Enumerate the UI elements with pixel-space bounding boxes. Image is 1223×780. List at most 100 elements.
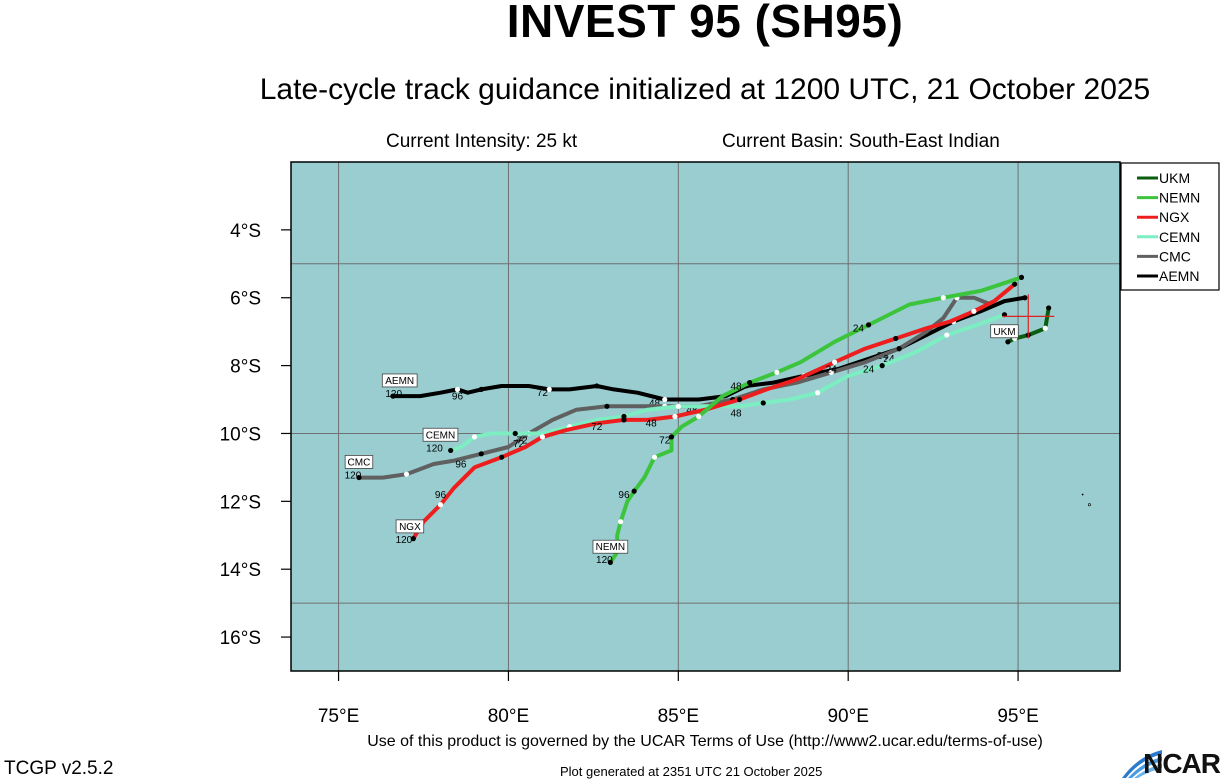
current-intensity: Current Intensity: 25 kt: [386, 131, 578, 152]
legend-label-cmc: CMC: [1159, 248, 1191, 264]
legend-label-aemn: AEMN: [1159, 268, 1199, 284]
legend-label-cemn: CEMN: [1159, 229, 1200, 245]
track-point: [356, 474, 362, 481]
track-label-cmc: CMC: [348, 457, 371, 468]
track-label-box: [592, 539, 629, 554]
track-point: [390, 393, 396, 399]
track-point: [617, 519, 624, 525]
track-point: [512, 430, 518, 437]
track-point: [607, 559, 613, 566]
track-label-ngx: NGX: [399, 522, 421, 533]
track-point: [471, 434, 478, 440]
legend: UKM NEMN NGX CEMN CMC AEMN: [1120, 162, 1220, 291]
track-point: [621, 417, 627, 423]
forecast-hour-label: 48: [686, 405, 698, 416]
track-point: [478, 451, 484, 457]
track-point: [499, 454, 505, 460]
forecast-hour-label: 48: [646, 419, 658, 430]
forecast-hour-label: 72: [591, 422, 603, 433]
ncar-logo-text: NCAR: [1143, 748, 1221, 779]
track-point: [604, 403, 610, 409]
track-point: [696, 413, 702, 420]
y-tick-label: 16°S: [220, 628, 261, 649]
track-point: [815, 390, 821, 396]
track-point: [1018, 274, 1025, 280]
track-point: [774, 369, 780, 375]
legend-box: [1120, 162, 1220, 291]
track-point: [1042, 325, 1048, 331]
track-point: [1022, 295, 1028, 301]
chart-title: INVEST 95 (SH95): [506, 0, 904, 47]
track-end-hour: 120: [426, 443, 443, 454]
track-point: [832, 359, 838, 365]
track-point: [944, 332, 950, 338]
track-end-hour: 120: [345, 470, 362, 481]
track-label-cemn: CEMN: [426, 430, 455, 441]
generated-timestamp: Plot generated at 2351 UTC 21 October 20…: [560, 764, 823, 779]
forecast-hour-label: 24: [863, 364, 875, 375]
ncar-swoosh-icon: [1122, 750, 1162, 778]
forecast-hour-label: 96: [455, 459, 467, 470]
track-point: [437, 502, 444, 508]
island: [1081, 493, 1084, 496]
track-end-hour: 120: [596, 555, 613, 566]
forecast-hour-label: 72: [516, 436, 528, 447]
track-point: [662, 396, 668, 403]
plot-area: [291, 162, 1120, 671]
track-point: [631, 488, 637, 494]
chart-subtitle: Late-cycle track guidance initialized at…: [259, 73, 1151, 106]
plot-frame: [290, 161, 1121, 672]
track-label-nemn: NEMN: [596, 542, 625, 553]
track-end-hour: 120: [396, 535, 413, 546]
forecast-hour-label: 24: [826, 364, 838, 375]
forecast-hour-label: 96: [452, 392, 464, 403]
forecast-hour-label: 24: [853, 324, 865, 335]
islands: [1081, 493, 1091, 507]
track-point: [672, 413, 678, 420]
x-tick-label: 80°E: [488, 706, 529, 727]
track-label-box: [422, 427, 459, 442]
track-point: [668, 434, 675, 440]
x-tick-label: 75°E: [318, 706, 359, 727]
y-tick-label: 14°S: [220, 560, 261, 581]
y-tick-label: 6°S: [230, 289, 261, 310]
track-point: [1046, 305, 1052, 311]
track-point: [896, 346, 902, 352]
track-cemn: [448, 312, 1007, 453]
current-position-marker: [1002, 294, 1055, 339]
forecast-hour-label: 48: [731, 409, 743, 420]
forecast-hour-label: 72: [537, 388, 549, 399]
track-label-box: [395, 519, 425, 534]
x-tick-label: 95°E: [997, 706, 1038, 727]
track-point: [675, 403, 681, 409]
track-point: [448, 447, 454, 454]
track-point: [971, 308, 977, 314]
track-point: [478, 386, 484, 392]
track-point: [410, 536, 416, 542]
track-point: [1005, 339, 1011, 345]
legend-label-nemn: NEMN: [1159, 190, 1200, 206]
forecast-hour-label: 72: [659, 436, 671, 447]
version-label: TCGP v2.5.2: [4, 758, 114, 779]
track-point: [1012, 281, 1018, 287]
ncar-logo: NCAR: [1118, 748, 1222, 780]
island: [1087, 503, 1091, 507]
forecast-hour-label: 48: [731, 381, 743, 392]
legend-label-ukm: UKM: [1159, 170, 1190, 186]
track-point: [828, 369, 834, 375]
track-point: [403, 471, 410, 477]
axes: 75°E 80°E 85°E 90°E 95°E 4°S 6°S 8°S 10°S 12°S 14°…: [220, 221, 1039, 727]
forecast-hour-label: 72: [513, 439, 525, 450]
track-point: [865, 322, 872, 328]
terms-of-use[interactable]: Use of this product is governed by the U…: [367, 733, 1043, 750]
track-point: [736, 396, 743, 403]
track-label-ukm: UKM: [993, 327, 1015, 338]
track-point: [879, 363, 885, 369]
track-point: [651, 454, 658, 460]
forecast-hour-label: 48: [649, 398, 661, 409]
track-end-hour: 120: [385, 389, 402, 400]
track-point: [594, 383, 600, 389]
forecast-hour-label: 96: [435, 490, 447, 501]
track-point: [940, 295, 946, 301]
track-point: [760, 400, 766, 406]
